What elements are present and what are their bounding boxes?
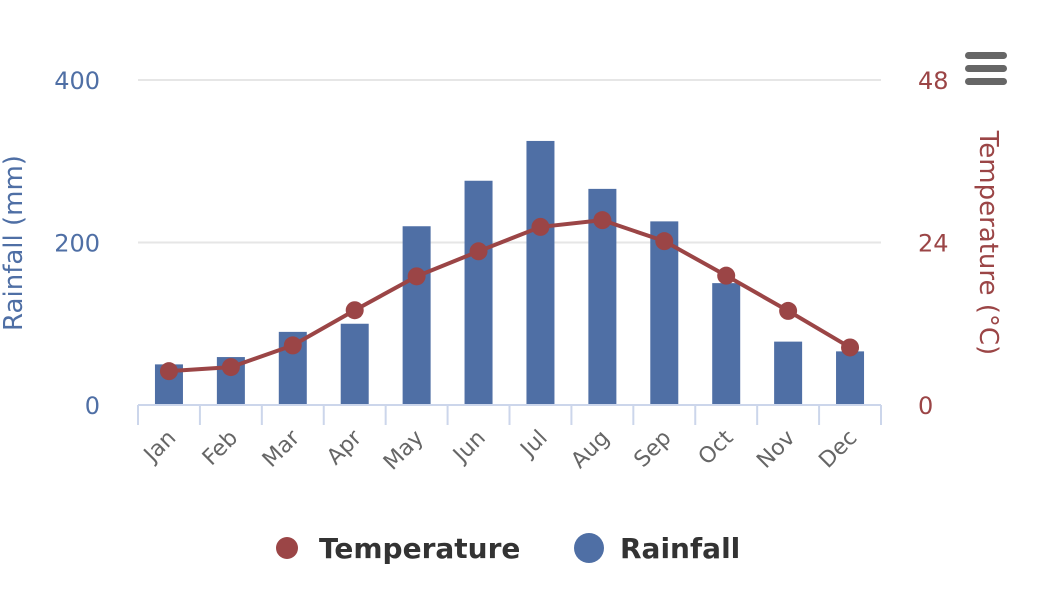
temperature-point-aug[interactable] <box>593 211 612 230</box>
x-tick-label-mar: Mar <box>258 425 306 473</box>
y-right-tick-label: 0 <box>918 392 933 420</box>
legend-temperature-marker <box>276 537 298 559</box>
y-right-tick-label: 24 <box>918 230 949 258</box>
legend: Temperature Rainfall <box>276 532 740 565</box>
x-tick-label-oct: Oct <box>694 425 739 470</box>
legend-temperature-label: Temperature <box>319 532 520 565</box>
rainfall-bar-sep[interactable] <box>650 221 679 405</box>
x-tick-label-apr: Apr <box>322 425 367 470</box>
rainfall-bar-jul[interactable] <box>526 140 555 405</box>
x-tick-label-jun: Jun <box>447 426 490 469</box>
temperature-point-mar[interactable] <box>283 336 302 355</box>
x-axis <box>137 404 882 425</box>
temperature-point-oct[interactable] <box>717 266 736 285</box>
x-tick-label-jan: Jan <box>138 426 181 469</box>
rainfall-bars <box>154 140 865 405</box>
rainfall-bar-nov[interactable] <box>774 341 803 405</box>
temperature-series-line <box>166 218 853 374</box>
y-right-tick-label: 48 <box>918 67 949 95</box>
rainfall-bar-apr[interactable] <box>340 323 369 405</box>
temperature-point-apr[interactable] <box>345 301 364 320</box>
y-left-tick-label: 0 <box>85 392 100 420</box>
temperature-point-nov[interactable] <box>779 301 798 320</box>
x-tick-label-sep: Sep <box>630 426 677 473</box>
x-tick-label-aug: Aug <box>567 426 615 474</box>
temperature-point-jul[interactable] <box>531 217 550 236</box>
temperature-point-jan[interactable] <box>159 362 178 381</box>
x-tick-label-may: May <box>379 426 429 476</box>
rainfall-bar-oct[interactable] <box>712 283 741 405</box>
x-tick-label-nov: Nov <box>752 426 800 474</box>
temperature-point-sep[interactable] <box>655 232 674 251</box>
axis-labels: 0 200 400 0 24 48 Jan Feb Mar Apr May Jun Jul Aug Sep O… <box>54 67 948 475</box>
legend-item-rainfall[interactable]: Rainfall <box>574 532 740 565</box>
rainfall-bar-jun[interactable] <box>464 180 493 405</box>
y-axis-left-title: Rainfall (mm) <box>0 155 29 331</box>
x-tick-label-dec: Dec <box>814 426 862 474</box>
gridlines <box>138 79 881 244</box>
temperature-point-feb[interactable] <box>221 358 240 377</box>
hamburger-menu-icon[interactable] <box>963 50 1009 88</box>
temperature-point-may[interactable] <box>407 267 426 286</box>
y-left-tick-label: 200 <box>54 230 100 258</box>
temperature-line <box>159 211 860 381</box>
temperature-point-jun[interactable] <box>469 242 488 261</box>
x-tick-label-feb: Feb <box>198 426 243 471</box>
x-tick-label-jul: Jul <box>515 426 553 464</box>
legend-item-temperature[interactable]: Temperature <box>276 532 520 565</box>
y-axis-right-title: Temperature (°C) <box>973 130 1003 355</box>
y-left-tick-label: 400 <box>54 67 100 95</box>
rainfall-bar-dec[interactable] <box>836 351 865 405</box>
legend-rainfall-marker <box>574 533 604 563</box>
legend-rainfall-label: Rainfall <box>620 532 740 565</box>
temperature-point-dec[interactable] <box>841 338 860 357</box>
rainfall-bar-may[interactable] <box>402 226 431 405</box>
